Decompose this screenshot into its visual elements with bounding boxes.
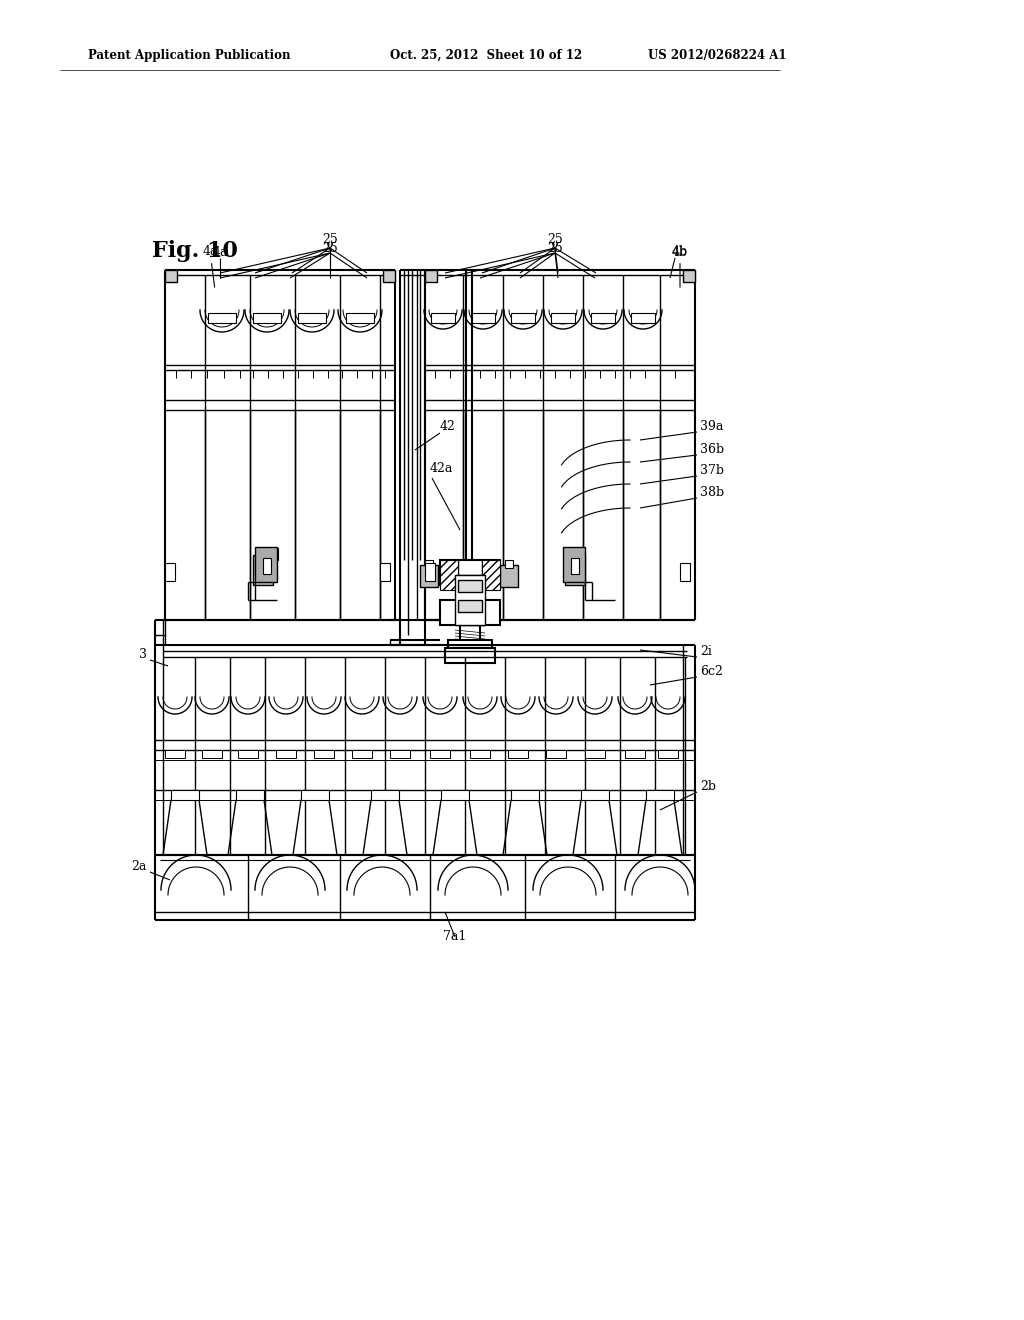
Bar: [255, 546, 278, 582]
Bar: [263, 558, 271, 574]
Bar: [482, 560, 500, 590]
Text: 2i: 2i: [700, 645, 712, 657]
Bar: [565, 554, 585, 585]
Text: 42a: 42a: [430, 462, 454, 475]
Bar: [471, 313, 495, 323]
Polygon shape: [362, 800, 407, 855]
Bar: [390, 750, 410, 758]
Text: 25: 25: [547, 234, 563, 246]
Bar: [551, 313, 575, 323]
Bar: [581, 789, 609, 800]
Bar: [202, 750, 222, 758]
Text: 4a: 4a: [212, 247, 227, 260]
Bar: [425, 271, 437, 282]
Text: 25: 25: [323, 242, 338, 255]
Bar: [500, 565, 518, 587]
Bar: [236, 789, 264, 800]
Text: 36b: 36b: [700, 444, 724, 455]
Text: 42: 42: [440, 420, 456, 433]
Polygon shape: [228, 800, 272, 855]
Text: Fig. 10: Fig. 10: [152, 240, 238, 261]
Text: 4b: 4b: [672, 246, 688, 288]
Bar: [470, 750, 490, 758]
Text: Patent Application Publication: Patent Application Publication: [88, 49, 291, 62]
Bar: [445, 648, 495, 663]
Bar: [505, 560, 513, 568]
Text: 4b: 4b: [672, 247, 688, 260]
Bar: [346, 313, 374, 323]
Bar: [511, 789, 539, 800]
Text: 3: 3: [139, 648, 147, 661]
Text: US 2012/0268224 A1: US 2012/0268224 A1: [648, 49, 786, 62]
Bar: [253, 554, 273, 585]
Bar: [683, 271, 695, 282]
Bar: [208, 313, 236, 323]
Text: 4a: 4a: [203, 246, 218, 288]
Bar: [420, 565, 438, 587]
Text: 6c2: 6c2: [700, 665, 723, 678]
Bar: [570, 548, 578, 560]
Bar: [301, 789, 329, 800]
Bar: [165, 750, 185, 758]
Bar: [276, 750, 296, 758]
Text: 25: 25: [547, 242, 563, 255]
Bar: [680, 564, 690, 581]
Bar: [431, 313, 455, 323]
Polygon shape: [638, 800, 682, 855]
Bar: [646, 789, 674, 800]
Bar: [631, 313, 655, 323]
Bar: [571, 558, 579, 574]
Bar: [440, 560, 458, 590]
Bar: [440, 560, 500, 585]
Polygon shape: [433, 800, 477, 855]
Bar: [165, 564, 175, 581]
Bar: [314, 750, 334, 758]
Polygon shape: [293, 800, 337, 855]
Bar: [430, 750, 450, 758]
Bar: [425, 560, 433, 568]
Text: Oct. 25, 2012  Sheet 10 of 12: Oct. 25, 2012 Sheet 10 of 12: [390, 49, 583, 62]
Polygon shape: [163, 800, 207, 855]
Bar: [352, 750, 372, 758]
Bar: [270, 548, 278, 560]
Text: 38b: 38b: [700, 486, 724, 499]
Bar: [546, 750, 566, 758]
Text: 2b: 2b: [700, 780, 716, 793]
Bar: [658, 750, 678, 758]
Bar: [371, 789, 399, 800]
Text: 2a: 2a: [132, 861, 147, 873]
Polygon shape: [573, 800, 617, 855]
Text: 25: 25: [323, 234, 338, 246]
Text: 7a1: 7a1: [443, 931, 467, 942]
Bar: [253, 313, 281, 323]
Polygon shape: [503, 800, 547, 855]
Text: 39a: 39a: [700, 420, 723, 433]
Bar: [440, 601, 500, 624]
Bar: [383, 271, 395, 282]
Bar: [380, 564, 390, 581]
Bar: [425, 564, 435, 581]
Bar: [298, 313, 326, 323]
Text: 37b: 37b: [700, 465, 724, 477]
Bar: [441, 789, 469, 800]
Bar: [585, 750, 605, 758]
Bar: [625, 750, 645, 758]
Bar: [511, 313, 535, 323]
Bar: [458, 579, 482, 591]
Bar: [165, 271, 177, 282]
Bar: [563, 546, 585, 582]
Bar: [455, 576, 485, 624]
Bar: [171, 789, 199, 800]
Bar: [238, 750, 258, 758]
Bar: [449, 640, 492, 648]
Bar: [591, 313, 615, 323]
Bar: [458, 601, 482, 612]
Bar: [508, 750, 528, 758]
